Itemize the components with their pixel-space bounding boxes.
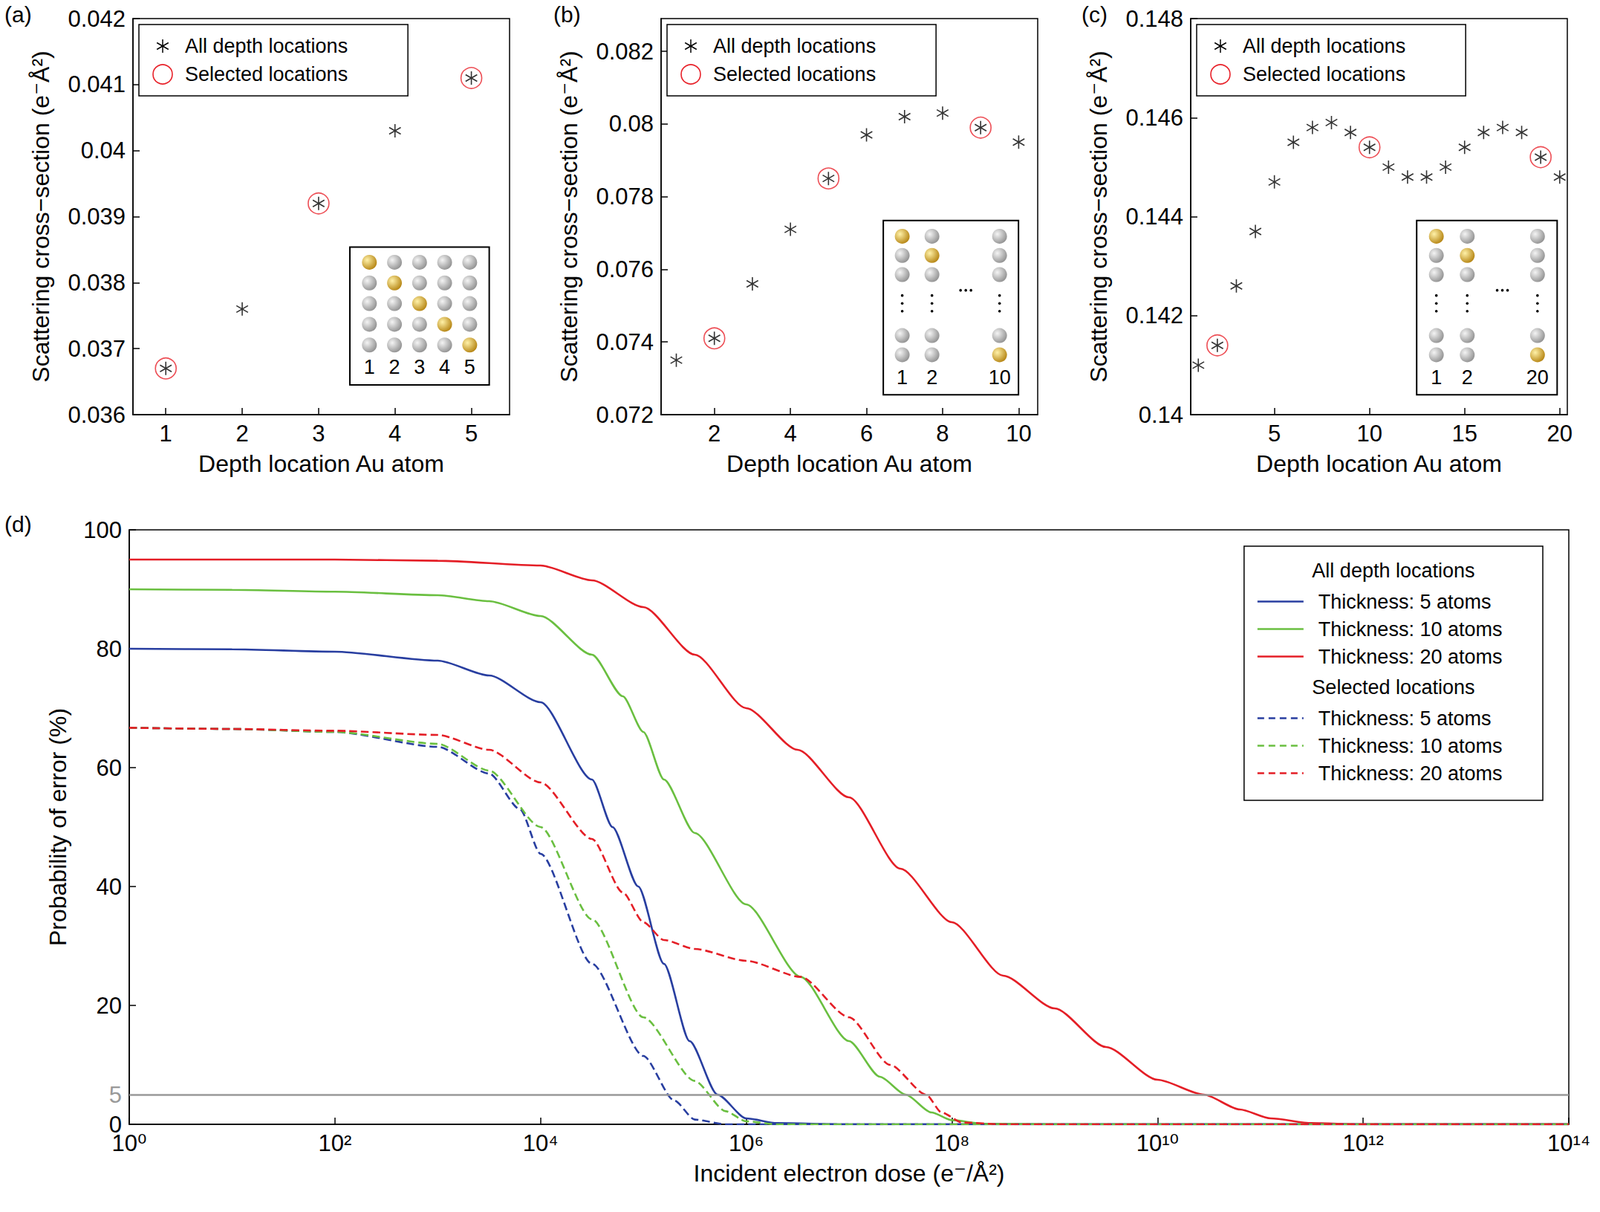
svg-text:2: 2: [235, 420, 249, 447]
svg-text:0.039: 0.039: [67, 203, 126, 230]
svg-text:0.04: 0.04: [80, 137, 126, 164]
svg-text:Thickness: 5 atoms: Thickness: 5 atoms: [1318, 707, 1492, 730]
svg-text:10⁴: 10⁴: [522, 1129, 559, 1156]
svg-text:0.078: 0.078: [595, 183, 654, 210]
svg-text:Selected locations: Selected locations: [1311, 675, 1475, 699]
svg-text:Selected locations: Selected locations: [1242, 63, 1406, 86]
svg-text:0.074: 0.074: [595, 329, 654, 356]
svg-text:20: 20: [1526, 366, 1549, 389]
svg-text:Depth location Au atom: Depth location Au atom: [726, 450, 973, 477]
svg-text:0.037: 0.037: [67, 335, 126, 362]
svg-text:All depth locations: All depth locations: [1242, 34, 1406, 58]
svg-text:10: 10: [1356, 420, 1382, 447]
svg-text:4: 4: [388, 420, 402, 447]
svg-text:40: 40: [96, 873, 122, 900]
svg-text:0.146: 0.146: [1125, 104, 1184, 131]
svg-text:60: 60: [96, 754, 122, 781]
svg-text:4: 4: [438, 355, 451, 379]
svg-text:(b): (b): [553, 2, 581, 27]
svg-text:1: 1: [363, 355, 376, 379]
svg-text:1: 1: [1430, 366, 1442, 389]
svg-text:0.036: 0.036: [67, 401, 126, 428]
svg-text:5: 5: [464, 355, 476, 379]
svg-text:3: 3: [311, 420, 325, 447]
svg-text:Selected locations: Selected locations: [184, 63, 348, 86]
svg-text:5: 5: [464, 420, 478, 447]
svg-text:0.144: 0.144: [1125, 203, 1184, 230]
svg-text:Scattering cross−section (e⁻Å²: Scattering cross−section (e⁻Å²): [555, 50, 583, 382]
svg-text:Thickness: 20 atoms: Thickness: 20 atoms: [1318, 645, 1503, 668]
svg-text:(d): (d): [4, 511, 32, 537]
svg-text:All depth locations: All depth locations: [184, 34, 348, 58]
svg-text:10⁰: 10⁰: [112, 1129, 148, 1156]
svg-text:10¹²: 10¹²: [1342, 1129, 1384, 1156]
svg-text:20: 20: [1547, 420, 1573, 447]
svg-text:2: 2: [926, 366, 938, 389]
svg-text:0.042: 0.042: [67, 5, 126, 32]
svg-text:0.038: 0.038: [67, 269, 126, 296]
svg-text:4: 4: [783, 420, 797, 447]
svg-text:10: 10: [1005, 420, 1032, 447]
svg-text:10²: 10²: [317, 1129, 352, 1156]
svg-text:80: 80: [96, 635, 122, 662]
svg-text:(c): (c): [1081, 2, 1108, 27]
svg-text:All depth locations: All depth locations: [713, 34, 876, 58]
svg-text:10⁸: 10⁸: [934, 1129, 971, 1156]
svg-text:All depth locations: All depth locations: [1311, 559, 1475, 582]
svg-text:0.14: 0.14: [1138, 401, 1184, 428]
svg-text:Thickness: 10 atoms: Thickness: 10 atoms: [1318, 618, 1503, 641]
svg-text:(a): (a): [4, 2, 32, 27]
svg-text:2: 2: [1461, 366, 1473, 389]
svg-text:10¹⁴: 10¹⁴: [1547, 1129, 1591, 1156]
svg-text:0: 0: [109, 1110, 122, 1137]
svg-text:5: 5: [109, 1081, 122, 1108]
svg-text:15: 15: [1451, 420, 1477, 447]
svg-text:2: 2: [707, 420, 721, 447]
svg-text:20: 20: [96, 992, 122, 1019]
svg-text:Thickness: 20 atoms: Thickness: 20 atoms: [1318, 762, 1503, 785]
svg-text:Thickness: 10 atoms: Thickness: 10 atoms: [1318, 734, 1503, 757]
svg-text:Scattering cross−section (e⁻Å²: Scattering cross−section (e⁻Å²): [27, 50, 55, 382]
svg-text:10: 10: [988, 366, 1011, 389]
svg-text:0.142: 0.142: [1125, 302, 1184, 329]
svg-text:Depth location Au atom: Depth location Au atom: [198, 450, 445, 477]
svg-text:1: 1: [159, 420, 173, 447]
svg-text:1: 1: [896, 366, 908, 389]
svg-text:3: 3: [413, 355, 425, 379]
svg-text:0.076: 0.076: [595, 256, 654, 283]
svg-text:Scattering cross−section (e⁻Å²: Scattering cross−section (e⁻Å²): [1085, 50, 1112, 382]
svg-text:6: 6: [860, 420, 873, 447]
svg-text:0.082: 0.082: [595, 38, 654, 65]
svg-text:Incident electron dose (e⁻/Å²): Incident electron dose (e⁻/Å²): [693, 1159, 1006, 1187]
svg-text:5: 5: [1267, 420, 1281, 447]
svg-text:8: 8: [935, 420, 949, 447]
svg-text:Selected locations: Selected locations: [713, 63, 876, 86]
svg-text:Thickness: 5 atoms: Thickness: 5 atoms: [1318, 590, 1492, 613]
svg-text:0.08: 0.08: [609, 110, 654, 137]
svg-text:0.072: 0.072: [595, 401, 654, 428]
svg-text:2: 2: [389, 355, 401, 379]
svg-text:10¹⁰: 10¹⁰: [1136, 1129, 1179, 1156]
svg-text:100: 100: [83, 516, 122, 543]
svg-text:Probability of error (%): Probability of error (%): [44, 707, 72, 946]
svg-text:Depth location Au atom: Depth location Au atom: [1256, 450, 1502, 477]
svg-text:10⁶: 10⁶: [728, 1129, 764, 1156]
svg-text:0.148: 0.148: [1125, 5, 1184, 32]
svg-text:0.041: 0.041: [67, 71, 126, 98]
